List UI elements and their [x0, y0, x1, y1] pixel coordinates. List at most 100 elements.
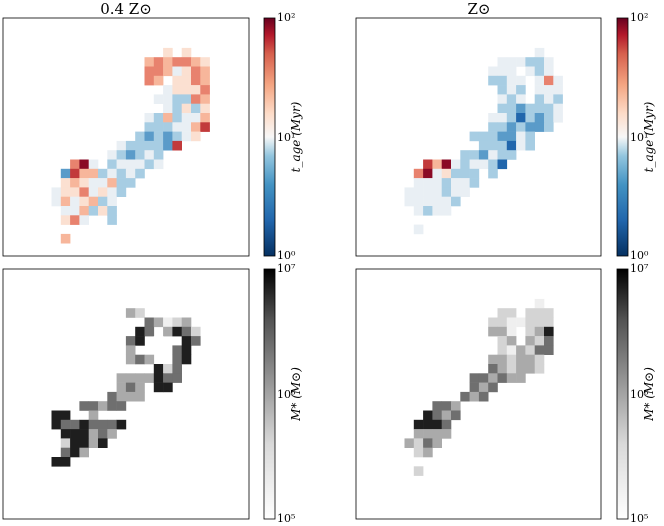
heatmap-cell — [172, 75, 182, 86]
heatmap-cell — [441, 401, 452, 411]
heatmap-cell — [525, 354, 535, 365]
heatmap-cell — [172, 94, 182, 104]
heatmap-cell — [125, 150, 136, 160]
heatmap-cell — [191, 122, 201, 132]
heatmap-cell — [506, 140, 517, 151]
heatmap-cell — [172, 364, 182, 374]
colorbar-label: M* (M⊙) — [642, 367, 656, 422]
heatmap-cell — [163, 364, 173, 374]
heatmap-cell — [488, 364, 498, 374]
heatmap-cell — [506, 317, 517, 328]
heatmap-cell — [163, 317, 173, 328]
heatmap-cell — [172, 131, 182, 142]
heatmap-cell — [125, 308, 136, 318]
heatmap-cell — [441, 178, 452, 188]
heatmap-cell — [432, 419, 442, 430]
heatmap-cell — [534, 103, 545, 114]
heatmap-cell — [488, 326, 498, 337]
colorbar-mass-right: 10⁷ 10⁶ 10⁵ M* (M⊙) — [616, 262, 656, 525]
heatmap-cell — [163, 85, 173, 95]
heatmap-cell — [506, 85, 517, 95]
heatmap-cell — [79, 159, 89, 170]
heatmap-cell — [79, 438, 89, 448]
heatmap-panel-age-0.4zsun — [2, 17, 250, 257]
heatmap-cell — [172, 354, 182, 365]
heatmap-cell — [172, 85, 182, 95]
heatmap-cell — [70, 187, 80, 197]
heatmap-cell — [144, 122, 155, 132]
heatmap-cell — [423, 159, 433, 170]
heatmap-cell — [98, 168, 108, 179]
heatmap-cell — [60, 410, 71, 421]
heatmap-cell — [544, 326, 554, 337]
heatmap-cell — [497, 94, 508, 104]
heatmap-cell — [163, 57, 173, 67]
heatmap-cell — [163, 94, 173, 104]
heatmap-cell — [60, 438, 71, 448]
heatmap-cell — [544, 308, 554, 318]
heatmap-cell — [432, 429, 442, 439]
heatmap-cell — [553, 103, 563, 114]
heatmap-cell — [181, 57, 192, 67]
heatmap-cell — [544, 336, 554, 346]
heatmap-cell — [135, 140, 145, 151]
heatmap-cell — [423, 178, 433, 188]
heatmap-cell — [51, 419, 62, 430]
heatmap-cell — [460, 178, 470, 188]
heatmap-cell — [432, 187, 442, 197]
heatmap-cell — [525, 317, 535, 328]
heatmap-cell — [451, 410, 461, 421]
heatmap-cell — [525, 131, 535, 142]
heatmap-cell — [172, 57, 182, 67]
heatmap-cell — [172, 373, 182, 383]
heatmap-cell — [163, 373, 173, 383]
heatmap-cell — [125, 159, 136, 170]
heatmap-cell — [516, 140, 526, 151]
heatmap-cell — [70, 168, 80, 179]
heatmap-cell — [135, 131, 145, 142]
heatmap-cell — [88, 187, 99, 197]
heatmap-cell — [413, 178, 424, 188]
heatmap-cell — [125, 382, 136, 393]
heatmap-cell — [60, 187, 71, 197]
heatmap-cell — [88, 419, 99, 430]
heatmap-cell — [60, 419, 71, 430]
heatmap-cell — [534, 113, 545, 123]
heatmap-cell — [488, 373, 498, 383]
heatmap-cell — [460, 168, 470, 179]
heatmap-cell — [135, 336, 145, 346]
heatmap-cell — [200, 113, 210, 123]
heatmap-cell — [534, 336, 545, 346]
colorbar-tick-label: 10¹ — [630, 131, 648, 144]
heatmap-cell — [497, 317, 508, 328]
heatmap-cell — [432, 401, 442, 411]
heatmap-cell — [497, 308, 508, 318]
heatmap-cell — [497, 364, 508, 374]
heatmap-cell — [525, 122, 535, 132]
heatmap-cell — [497, 336, 508, 346]
heatmap-cell — [70, 429, 80, 439]
heatmap-cell — [191, 326, 201, 337]
heatmap-cell — [153, 382, 164, 393]
colorbar-tick-label: 10⁷ — [630, 262, 649, 275]
heatmap-cell — [423, 168, 433, 179]
heatmap-cell — [125, 345, 136, 355]
colorbar-tick-label: 10⁵ — [277, 512, 295, 525]
heatmap-cell — [181, 103, 192, 114]
heatmap-cell — [172, 317, 182, 328]
heatmap-cell — [163, 131, 173, 142]
heatmap-cell — [135, 308, 145, 318]
heatmap-cell — [534, 66, 545, 77]
heatmap-cell — [525, 103, 535, 114]
heatmap-cell — [534, 308, 545, 318]
heatmap-cell — [497, 113, 508, 123]
heatmap-cell — [181, 354, 192, 365]
heatmap-cell — [469, 159, 480, 170]
heatmap-cell — [441, 419, 452, 430]
heatmap-cell — [79, 215, 89, 225]
heatmap-cell — [153, 150, 164, 160]
heatmap-cell — [181, 113, 192, 123]
heatmap-cell — [516, 354, 526, 365]
heatmap-cell — [181, 345, 192, 355]
heatmap-cell — [441, 168, 452, 179]
